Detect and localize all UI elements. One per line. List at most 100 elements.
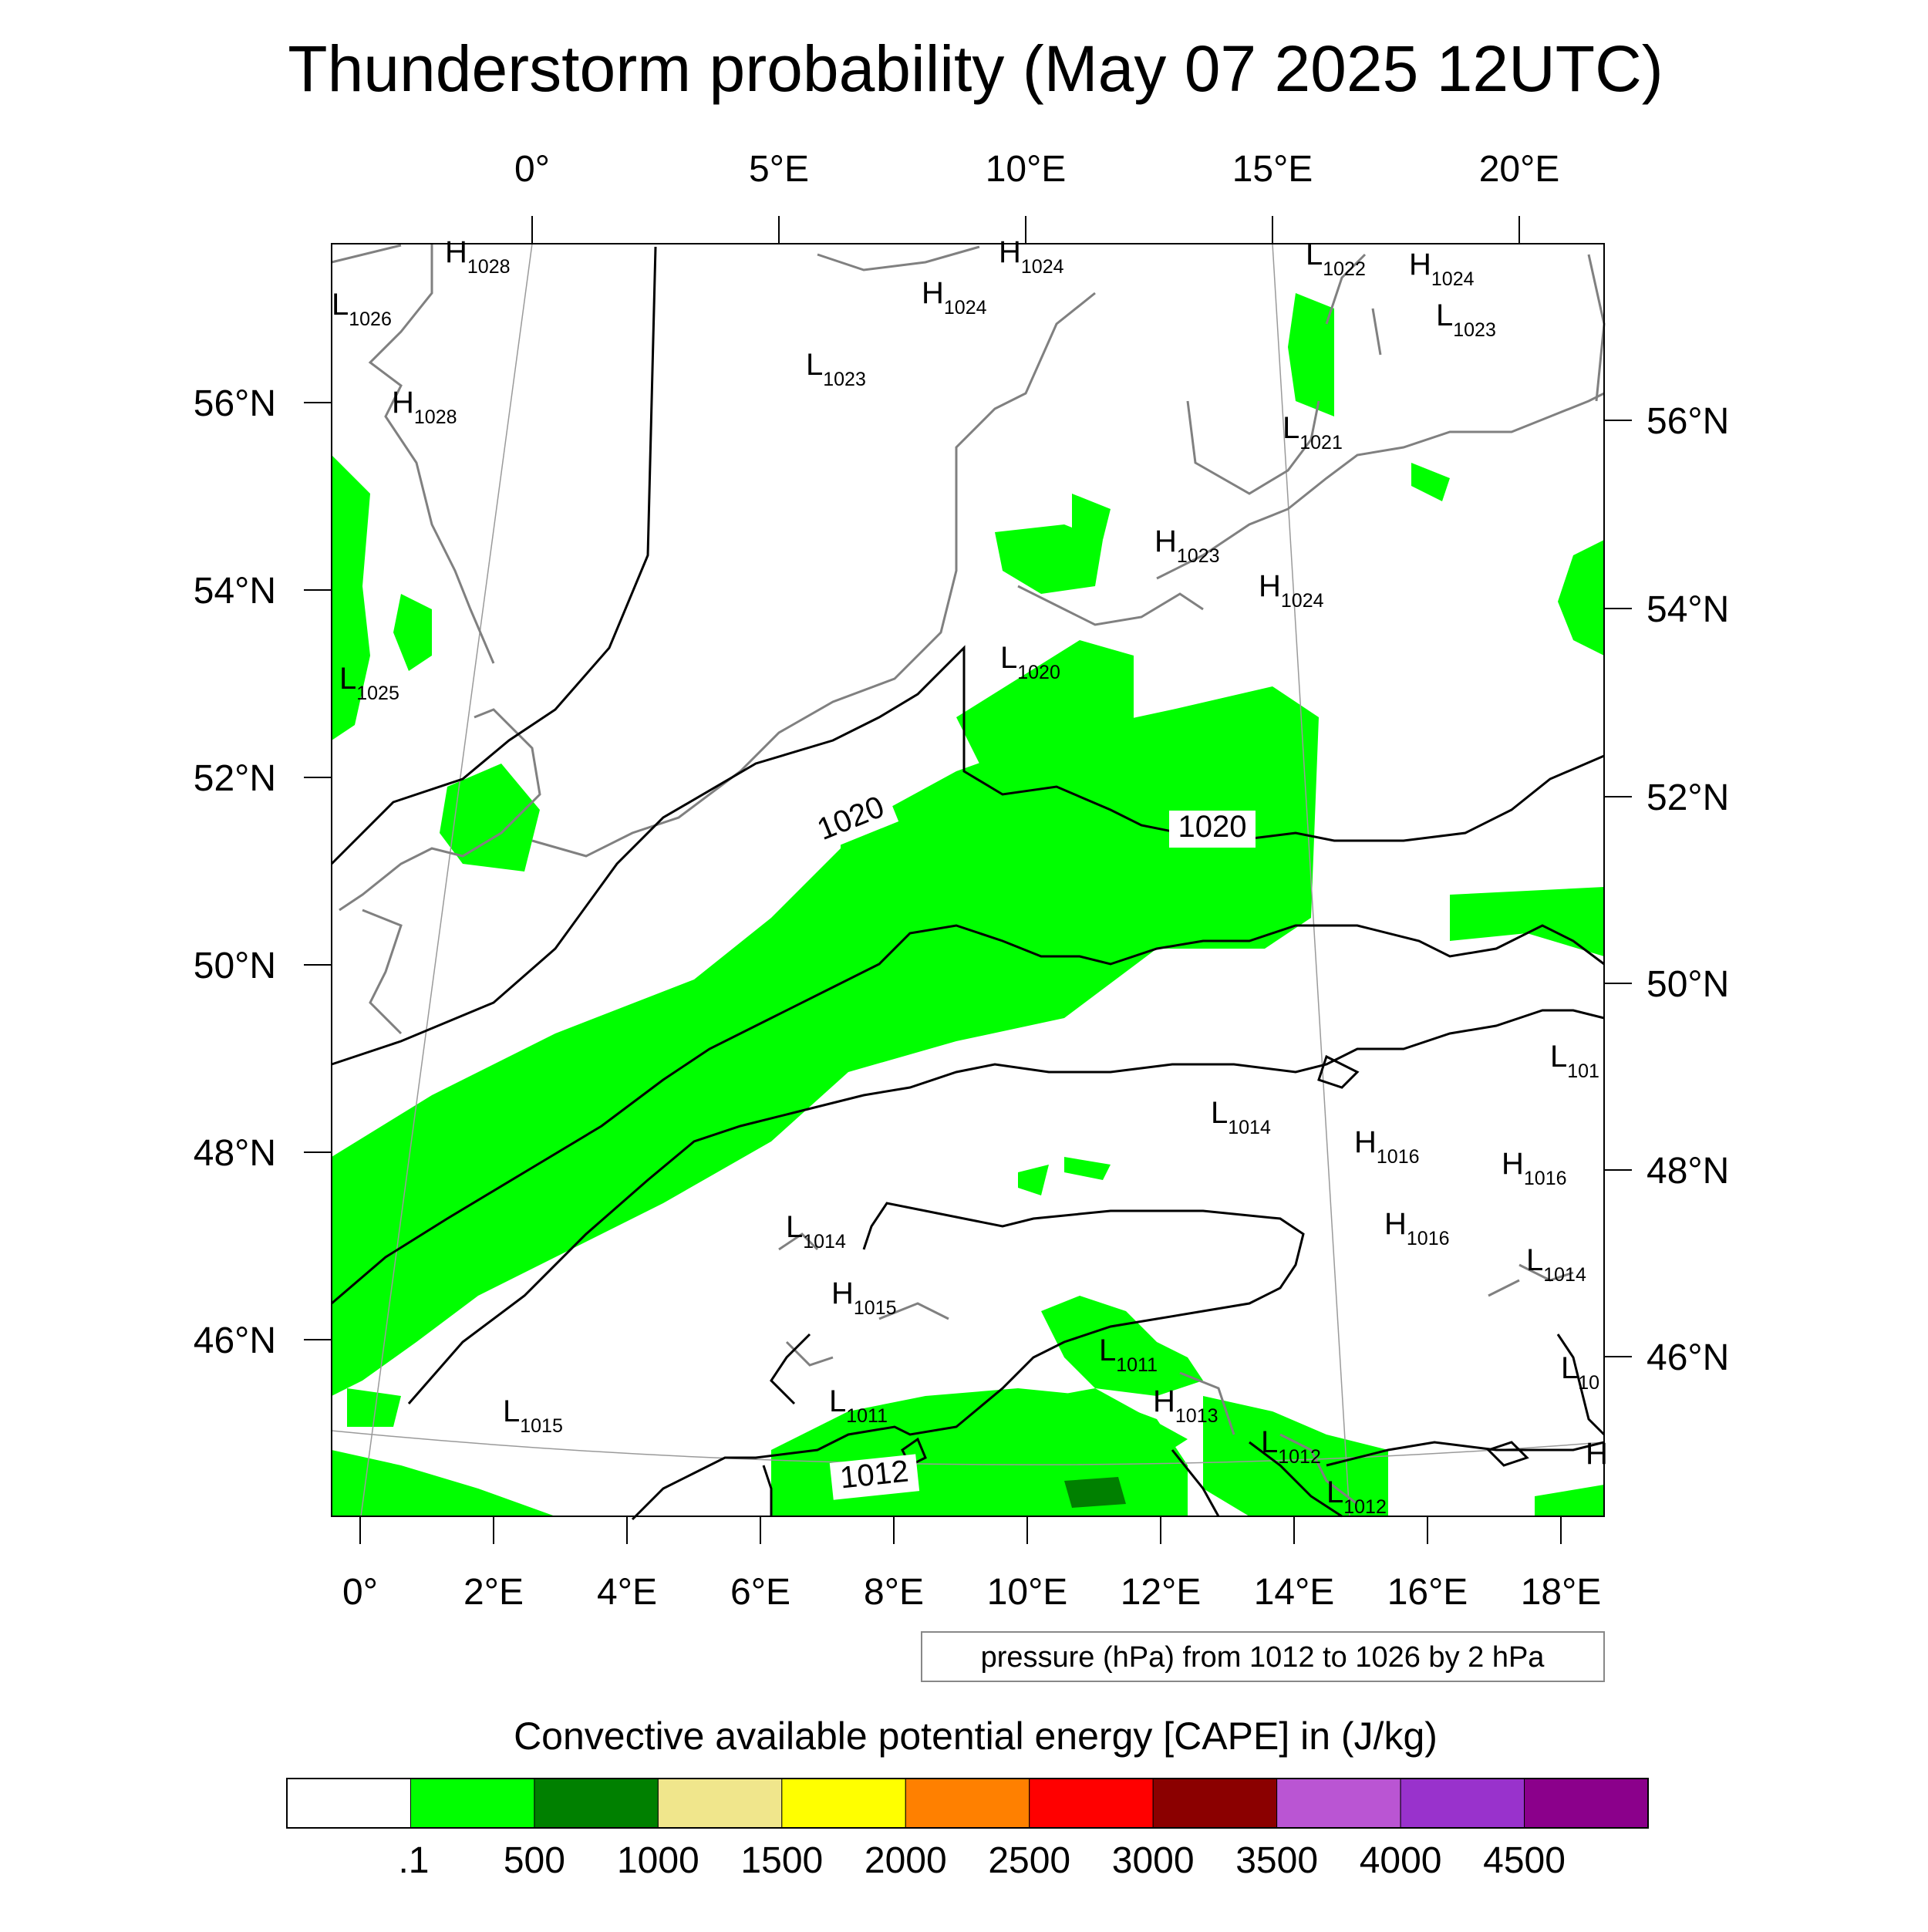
pressure-center-type: H: [1153, 1384, 1175, 1418]
pressure-center: H1013: [1153, 1384, 1218, 1427]
pressure-center-type: L: [1306, 238, 1323, 271]
colorbar-swatch: [657, 1778, 783, 1829]
cape-area: [925, 1388, 1188, 1489]
top-lon-tick-label: 5°E: [749, 149, 809, 190]
pressure-center: H1015: [831, 1276, 897, 1319]
pressure-center-type: L: [786, 1210, 803, 1244]
pressure-center-value: 1016: [1377, 1146, 1420, 1168]
pressure-center-type: L: [339, 662, 356, 696]
cape-area: [1558, 540, 1604, 656]
pressure-center: L1014: [1211, 1096, 1271, 1138]
pressure-center-value: 1023: [1177, 545, 1220, 567]
bottom-lon-tick-label: 10°E: [987, 1572, 1068, 1613]
isobar: [407, 1009, 1605, 1404]
isobar: [331, 645, 1605, 1066]
pressure-center: L1026: [332, 288, 392, 330]
isobar: [331, 924, 1605, 1305]
colorbar-frame: [286, 1778, 1649, 1829]
colorbar-swatch: [1276, 1778, 1401, 1829]
pressure-center: L10: [1561, 1351, 1599, 1394]
pressure-center-value: 1028: [467, 256, 511, 278]
coastline: [955, 292, 1096, 524]
colorbar-swatch: [286, 1778, 411, 1829]
pressure-center-type: L: [1283, 411, 1299, 445]
colorbar-tick-label: 4500: [1483, 1840, 1566, 1881]
cape-area: [440, 764, 540, 872]
pressure-center-type: H: [999, 235, 1021, 269]
colorbar-swatch: [905, 1778, 1030, 1829]
isobar-label-bg: [829, 1454, 920, 1500]
isobar: [762, 1465, 773, 1516]
pressure-center-value: 1023: [1453, 319, 1496, 341]
cape-area: [1041, 1296, 1203, 1396]
pressure-center-type: H: [1502, 1147, 1524, 1181]
coastline: [1325, 253, 1367, 325]
bottom-lon-tick-label: 4°E: [597, 1572, 657, 1613]
cape-area: [841, 771, 972, 872]
pressure-note-text: pressure (hPa) from 1012 to 1026 by 2 hP…: [981, 1641, 1545, 1674]
coastline: [1186, 400, 1320, 495]
pressure-center-value: 10: [1578, 1372, 1599, 1394]
pressure-center-value: 1011: [846, 1405, 888, 1427]
pressure-center: L1011: [1099, 1334, 1158, 1376]
colorbar-title: Convective available potential energy [C…: [514, 1715, 1438, 1758]
pressure-center: H1023: [1154, 524, 1220, 567]
pressure-center: H1024: [1259, 569, 1324, 612]
pressure-center-type: H: [392, 386, 414, 420]
pressure-center: L1025: [339, 662, 399, 704]
left-lat-tick-label: 46°N: [194, 1320, 276, 1361]
colorbar-tick-label: 2000: [865, 1840, 947, 1881]
right-lat-tick-label: 54°N: [1647, 589, 1729, 630]
pressure-center: H1024: [1409, 248, 1475, 290]
cape-area: [1535, 1485, 1604, 1516]
pressure-center-value: 1016: [1407, 1228, 1450, 1249]
pressure-center-value: 1026: [349, 309, 392, 330]
pressure-center-value: 1024: [1281, 590, 1324, 612]
pressure-center-type: L: [1099, 1334, 1116, 1367]
bottom-lon-tick-label: 8°E: [864, 1572, 924, 1613]
left-lat-tick-label: 48°N: [194, 1133, 276, 1174]
pressure-center-type: H: [445, 235, 467, 269]
coastline: [531, 524, 958, 858]
pressure-center-type: H: [1259, 569, 1281, 603]
pressure-center: L1012: [1326, 1475, 1387, 1518]
pressure-center-value: 1024: [944, 297, 987, 319]
cape-area: [393, 594, 432, 671]
colorbar-swatch: [1400, 1778, 1525, 1829]
pressure-center: H1024: [999, 235, 1064, 278]
graticule-line: [1272, 243, 1350, 1517]
axis-ticks: 0° 5°E 10°E 15°E 20°E 0° 2°E 4°E 6°E 8°E 10°E 12°E 1…: [194, 149, 1730, 1613]
cape-area: [1288, 293, 1334, 416]
coastline: [778, 1232, 819, 1251]
isobar: [1171, 1449, 1220, 1517]
pressure-center-value: 1023: [823, 369, 866, 390]
right-lat-tick-label: 52°N: [1647, 777, 1729, 818]
left-lat-tick-label: 54°N: [194, 571, 276, 612]
cape-field: [332, 293, 1604, 1516]
pressure-center: L1014: [786, 1210, 846, 1253]
pressure-center: H1028: [392, 386, 457, 428]
bottom-lon-tick-label: 0°: [342, 1572, 378, 1613]
right-lat-tick-label: 48°N: [1647, 1151, 1729, 1192]
pressure-center: L101: [1550, 1040, 1599, 1082]
isobar: [631, 1202, 1305, 1521]
pressure-center-value: 1015: [854, 1297, 897, 1319]
pressure-center: L1011: [829, 1384, 888, 1427]
pressure-center-value: 1012: [1343, 1496, 1387, 1518]
coastline: [339, 708, 541, 912]
pressure-center-type: H: [831, 1276, 854, 1310]
pressure-centers: H1028L1026H1028L1025H1024H1024L1023L1022…: [332, 235, 1608, 1518]
bottom-lon-tick-label: 2°E: [463, 1572, 524, 1613]
pressure-center-value: 1014: [1228, 1117, 1271, 1138]
pressure-center: L1022: [1306, 238, 1366, 280]
cape-area: [332, 686, 1319, 1396]
graticule-line: [360, 243, 533, 1517]
cape-area: [1064, 1157, 1111, 1180]
pressure-center: L1023: [806, 348, 866, 390]
colorbar-tick-label: 3500: [1235, 1840, 1318, 1881]
right-lat-tick-label: 56°N: [1647, 401, 1729, 442]
bottom-lon-tick-label: 16°E: [1387, 1572, 1468, 1613]
pressure-note-frame: [921, 1631, 1605, 1682]
pressure-center-value: 1022: [1323, 258, 1366, 280]
pressure-center-value: 1015: [520, 1415, 563, 1437]
